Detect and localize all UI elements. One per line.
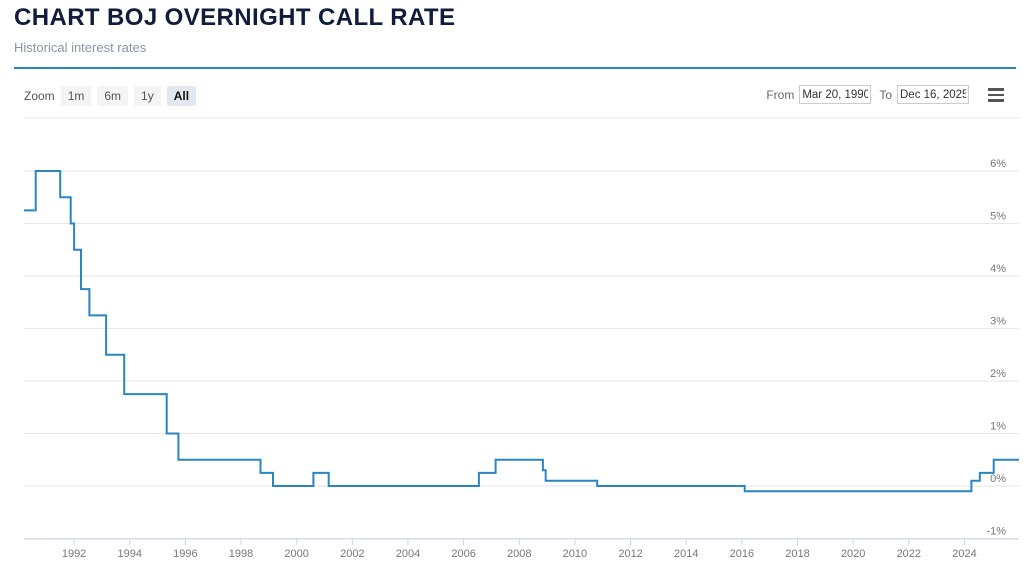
x-tick-label: 2000 [284,548,308,560]
zoom-1m-button[interactable]: 1m [60,86,92,106]
hamburger-menu-icon[interactable] [988,88,1004,102]
y-tick-label: 3% [990,316,1006,328]
x-tick-label: 2010 [563,548,587,560]
y-tick-label: 0% [990,473,1006,485]
zoom-6m-button[interactable]: 6m [97,86,129,106]
x-tick-label: 2014 [674,548,698,560]
x-tick-label: 1998 [229,548,253,560]
y-axis-ticks: 6% 5% 4% 3% 2% 1% 0% -1% [986,158,1006,538]
x-tick-label: 2022 [897,548,921,560]
x-tick-label: 2024 [952,548,976,560]
page-title: CHART BOJ OVERNIGHT CALL RATE [14,4,456,31]
y-tick-label: 4% [990,263,1006,275]
page-subtitle: Historical interest rates [14,40,147,55]
zoom-1y-button[interactable]: 1y [134,86,161,106]
y-tick-label: -1% [986,526,1006,538]
zoom-all-button[interactable]: All [166,86,197,106]
date-range: From To [766,85,969,104]
header-divider [14,67,1016,69]
to-label: To [879,87,892,102]
y-tick-label: 5% [990,211,1006,223]
series-line[interactable] [24,170,1019,493]
x-tick-label: 2008 [507,548,531,560]
x-tick-label: 1992 [62,548,86,560]
to-date-input[interactable] [897,85,969,104]
y-tick-label: 1% [990,421,1006,433]
x-tick-label: 1994 [117,548,141,560]
x-axis: 1992 1994 1996 1998 2000 2002 2004 2006 2008 2010… [24,538,1019,560]
from-date-input[interactable] [799,85,872,104]
x-tick-label: 2018 [785,548,809,560]
x-tick-label: 2004 [396,548,420,560]
x-tick-label: 2016 [730,548,754,560]
x-tick-label: 2006 [451,548,475,560]
zoom-controls: Zoom 1m 6m 1y All [24,86,202,106]
gridlines [24,117,1019,539]
x-tick-label: 2020 [841,548,865,560]
x-tick-label: 2002 [340,548,364,560]
x-tick-label: 1996 [173,548,197,560]
x-tick-label: 2012 [618,548,642,560]
zoom-label: Zoom [24,89,55,103]
y-tick-label: 6% [990,158,1006,170]
y-tick-label: 2% [990,368,1006,380]
series-layer [24,170,1019,493]
from-label: From [766,87,795,102]
